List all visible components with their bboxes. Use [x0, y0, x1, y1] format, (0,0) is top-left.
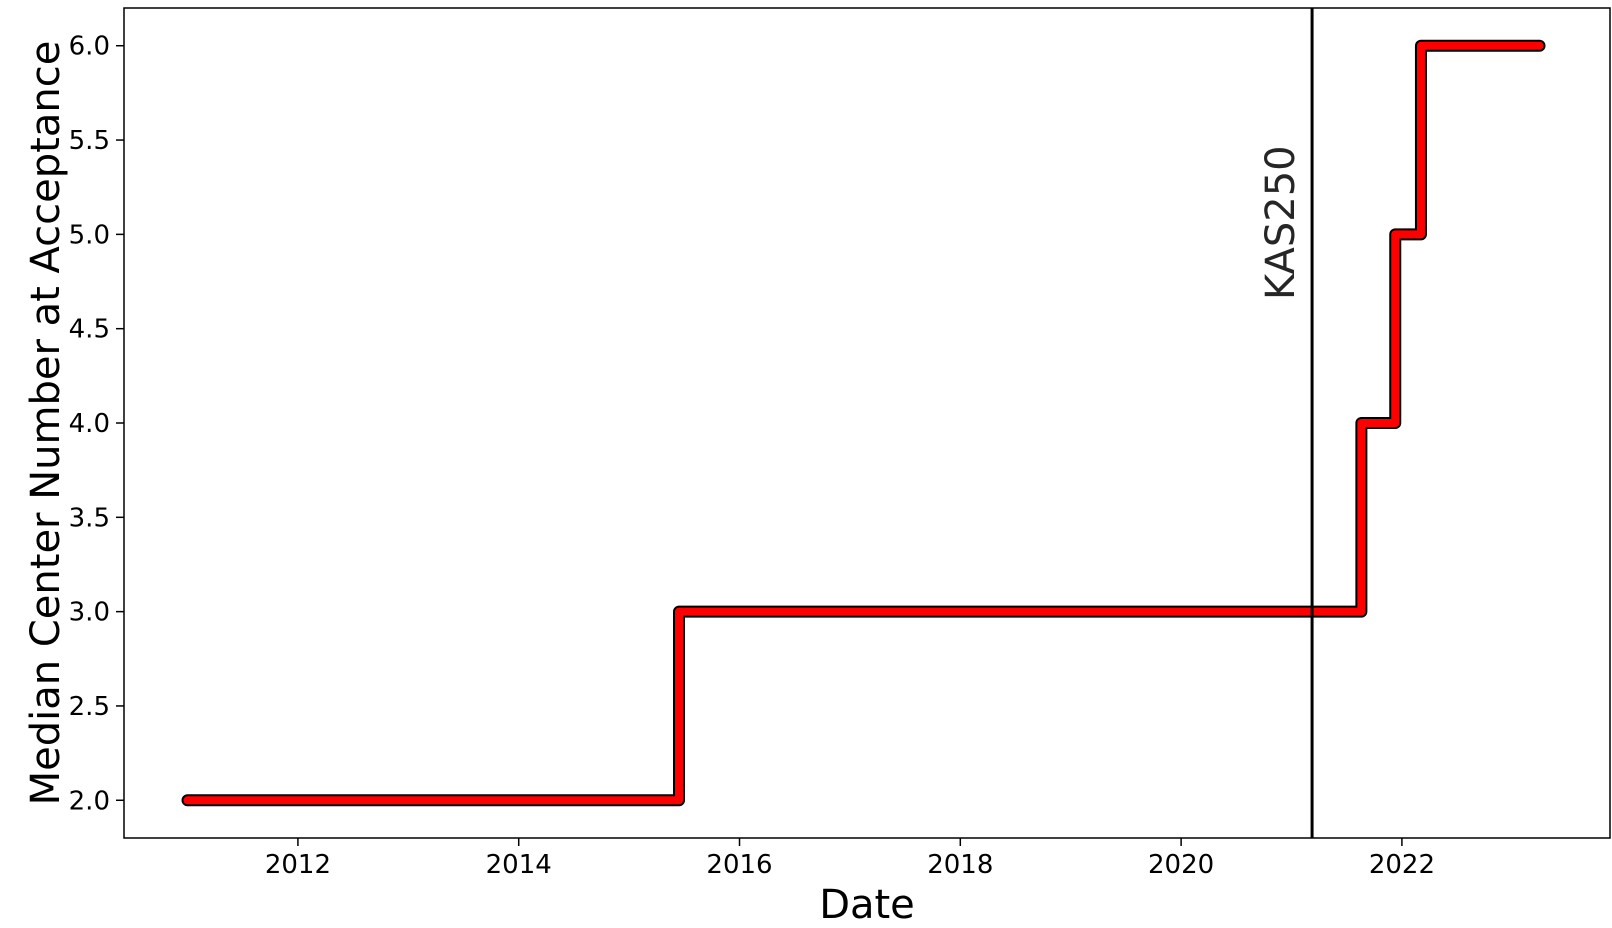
x-tick-label-5: 2022 — [1369, 850, 1435, 880]
x-tick-label-4: 2020 — [1148, 850, 1214, 880]
x-tick-label-3: 2018 — [927, 850, 993, 880]
x-axis-title: Date — [819, 882, 915, 928]
y-tick-label-2: 3.0 — [69, 598, 110, 628]
y-tick-label-6: 5.0 — [69, 220, 110, 250]
y-tick-label-0: 2.0 — [69, 786, 110, 816]
series-0-line — [183, 41, 1544, 805]
y-axis-title: Median Center Number at Acceptance — [23, 41, 69, 806]
x-tick-label-2: 2016 — [706, 850, 772, 880]
series-0-outline — [181, 39, 1546, 807]
y-tick-label-7: 5.5 — [69, 126, 110, 156]
y-tick-label-5: 4.5 — [69, 315, 110, 345]
x-tick-label-1: 2014 — [486, 850, 552, 880]
annotation-label: KAS250 — [1258, 145, 1304, 300]
y-tick-label-3: 3.5 — [69, 503, 110, 533]
y-tick-label-4: 4.0 — [69, 409, 110, 439]
x-tick-label-0: 2012 — [265, 850, 331, 880]
y-tick-label-8: 6.0 — [69, 32, 110, 62]
y-tick-label-1: 2.5 — [69, 692, 110, 722]
